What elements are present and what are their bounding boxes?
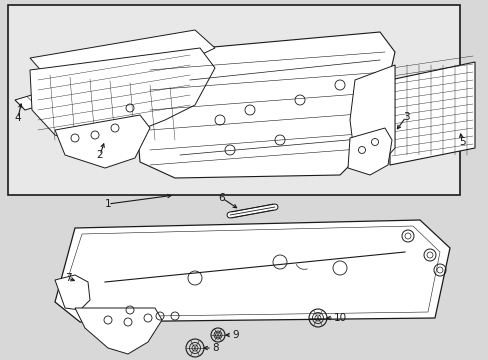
Polygon shape bbox=[349, 65, 394, 165]
Polygon shape bbox=[55, 220, 449, 322]
Text: 3: 3 bbox=[402, 112, 408, 122]
Text: 6: 6 bbox=[218, 193, 225, 203]
Polygon shape bbox=[55, 275, 90, 310]
Polygon shape bbox=[75, 308, 162, 354]
Text: 7: 7 bbox=[64, 273, 71, 283]
Text: 8: 8 bbox=[212, 343, 218, 353]
Bar bbox=[8, 5, 459, 195]
Text: 4: 4 bbox=[15, 113, 21, 123]
Polygon shape bbox=[15, 82, 85, 110]
Polygon shape bbox=[347, 128, 391, 175]
Polygon shape bbox=[30, 30, 215, 78]
Polygon shape bbox=[55, 115, 150, 168]
Text: 10: 10 bbox=[333, 313, 346, 323]
Polygon shape bbox=[389, 62, 474, 165]
Text: 9: 9 bbox=[231, 330, 238, 340]
Polygon shape bbox=[135, 32, 394, 178]
Text: 1: 1 bbox=[104, 199, 111, 209]
Polygon shape bbox=[30, 48, 215, 145]
Text: 2: 2 bbox=[97, 150, 103, 160]
Text: 5: 5 bbox=[458, 137, 465, 147]
